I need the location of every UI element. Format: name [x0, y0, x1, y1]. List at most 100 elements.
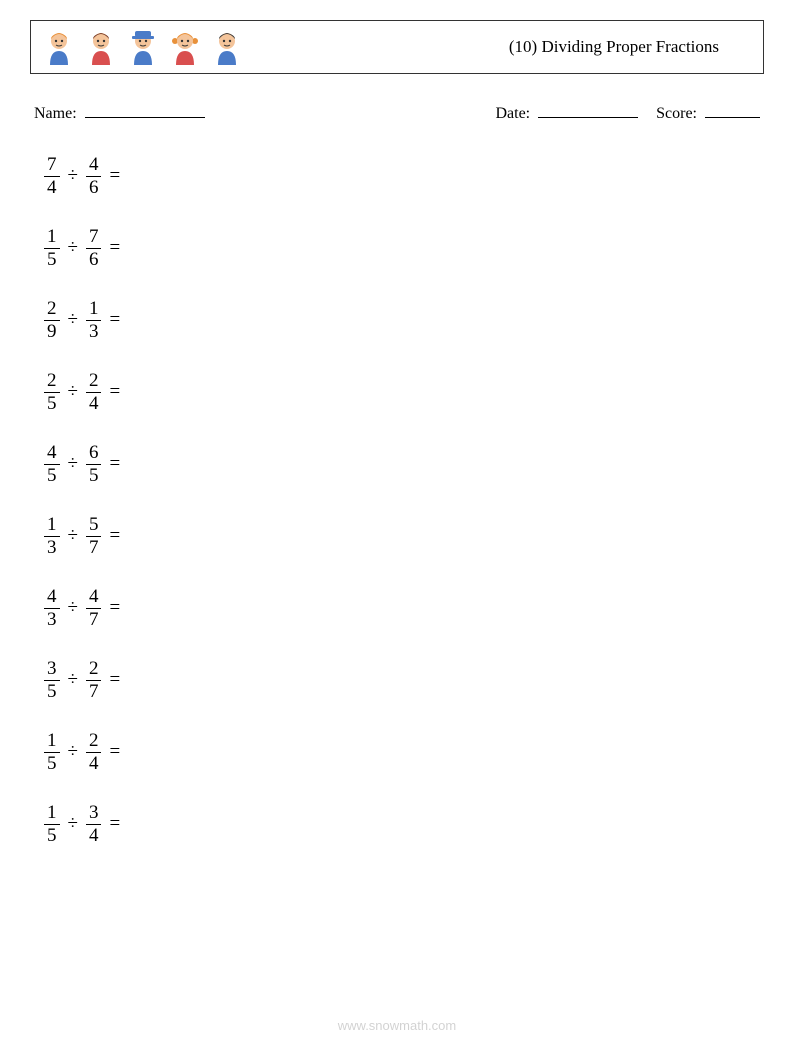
score-blank[interactable]	[705, 102, 760, 118]
worksheet-title: (10) Dividing Proper Fractions	[509, 37, 749, 57]
numerator: 2	[86, 731, 102, 752]
name-field: Name:	[34, 102, 205, 123]
problem-row: 43÷47=	[44, 585, 764, 631]
numerator: 1	[44, 803, 60, 824]
avatar-3-icon	[129, 29, 157, 65]
equals-sign: =	[109, 813, 120, 835]
denominator: 5	[44, 680, 60, 702]
equals-sign: =	[109, 381, 120, 403]
numerator: 1	[44, 515, 60, 536]
numerator: 1	[86, 299, 102, 320]
date-blank[interactable]	[538, 102, 638, 118]
fraction-2: 24	[86, 371, 102, 414]
fraction-1: 35	[44, 659, 60, 702]
worksheet-page: (10) Dividing Proper Fractions Name: Dat…	[0, 0, 794, 1053]
numerator: 2	[86, 371, 102, 392]
fraction-2: 57	[86, 515, 102, 558]
fraction-1: 13	[44, 515, 60, 558]
avatar-2-icon	[87, 29, 115, 65]
denominator: 7	[86, 680, 102, 702]
fraction-2: 76	[86, 227, 102, 270]
name-blank[interactable]	[85, 102, 205, 118]
fraction-1: 15	[44, 227, 60, 270]
fraction-2: 34	[86, 803, 102, 846]
equals-sign: =	[109, 669, 120, 691]
problem-row: 15 ÷ 76 =	[44, 225, 764, 271]
denominator: 5	[44, 464, 60, 486]
denominator: 3	[44, 608, 60, 630]
divide-operator: ÷	[68, 237, 78, 259]
numerator: 4	[86, 587, 102, 608]
numerator: 2	[44, 299, 60, 320]
divide-operator: ÷	[68, 525, 78, 547]
denominator: 9	[44, 320, 60, 342]
equals-sign: =	[109, 741, 120, 763]
equals-sign: =	[109, 525, 120, 547]
problem-row: 15 ÷ 34 =	[44, 801, 764, 847]
fraction-1: 29	[44, 299, 60, 342]
equals-sign: =	[109, 597, 120, 619]
divide-operator: ÷	[68, 741, 78, 763]
fraction-1: 15	[44, 731, 60, 774]
problem-row: 29÷13=	[44, 297, 764, 343]
numerator: 2	[44, 371, 60, 392]
problem-row: 25÷24=	[44, 369, 764, 415]
numerator: 7	[44, 155, 60, 176]
fraction-1: 25	[44, 371, 60, 414]
divide-operator: ÷	[68, 669, 78, 691]
equals-sign: =	[109, 237, 120, 259]
denominator: 5	[44, 392, 60, 414]
fraction-1: 43	[44, 587, 60, 630]
avatar-row	[45, 29, 241, 65]
denominator: 6	[86, 176, 102, 198]
footer-watermark: www.snowmath.com	[0, 1018, 794, 1033]
divide-operator: ÷	[68, 381, 78, 403]
problem-row: 74÷46=	[44, 153, 764, 199]
score-field: Score:	[656, 102, 760, 123]
header-box: (10) Dividing Proper Fractions	[30, 20, 764, 74]
problem-row: 35 ÷ 27 =	[44, 657, 764, 703]
avatar-5-icon	[213, 29, 241, 65]
denominator: 7	[86, 536, 102, 558]
divide-operator: ÷	[68, 813, 78, 835]
denominator: 5	[44, 824, 60, 846]
date-field: Date:	[495, 102, 638, 123]
denominator: 3	[44, 536, 60, 558]
denominator: 5	[44, 248, 60, 270]
fraction-2: 46	[86, 155, 102, 198]
numerator: 6	[86, 443, 102, 464]
numerator: 4	[44, 443, 60, 464]
info-row: Name: Date: Score:	[30, 102, 764, 123]
denominator: 5	[44, 752, 60, 774]
numerator: 2	[86, 659, 102, 680]
fraction-2: 13	[86, 299, 102, 342]
avatar-4-icon	[171, 29, 199, 65]
numerator: 7	[86, 227, 102, 248]
fraction-2: 24	[86, 731, 102, 774]
equals-sign: =	[109, 309, 120, 331]
denominator: 4	[44, 176, 60, 198]
fraction-1: 45	[44, 443, 60, 486]
divide-operator: ÷	[68, 597, 78, 619]
date-label: Date:	[495, 105, 530, 122]
denominator: 4	[86, 752, 102, 774]
fraction-2: 27	[86, 659, 102, 702]
name-label: Name:	[34, 105, 77, 122]
divide-operator: ÷	[68, 165, 78, 187]
equals-sign: =	[109, 453, 120, 475]
problem-row: 15 ÷ 24 =	[44, 729, 764, 775]
problems-list: 74÷46=15÷76=29÷13=25÷24=45÷65=13÷57=43÷4…	[30, 153, 764, 847]
numerator: 1	[44, 227, 60, 248]
numerator: 4	[44, 587, 60, 608]
numerator: 5	[86, 515, 102, 536]
denominator: 4	[86, 824, 102, 846]
problem-row: 13 ÷ 57 =	[44, 513, 764, 559]
fraction-1: 74	[44, 155, 60, 198]
avatar-1-icon	[45, 29, 73, 65]
fraction-2: 65	[86, 443, 102, 486]
fraction-2: 47	[86, 587, 102, 630]
denominator: 7	[86, 608, 102, 630]
numerator: 1	[44, 731, 60, 752]
numerator: 3	[86, 803, 102, 824]
numerator: 3	[44, 659, 60, 680]
